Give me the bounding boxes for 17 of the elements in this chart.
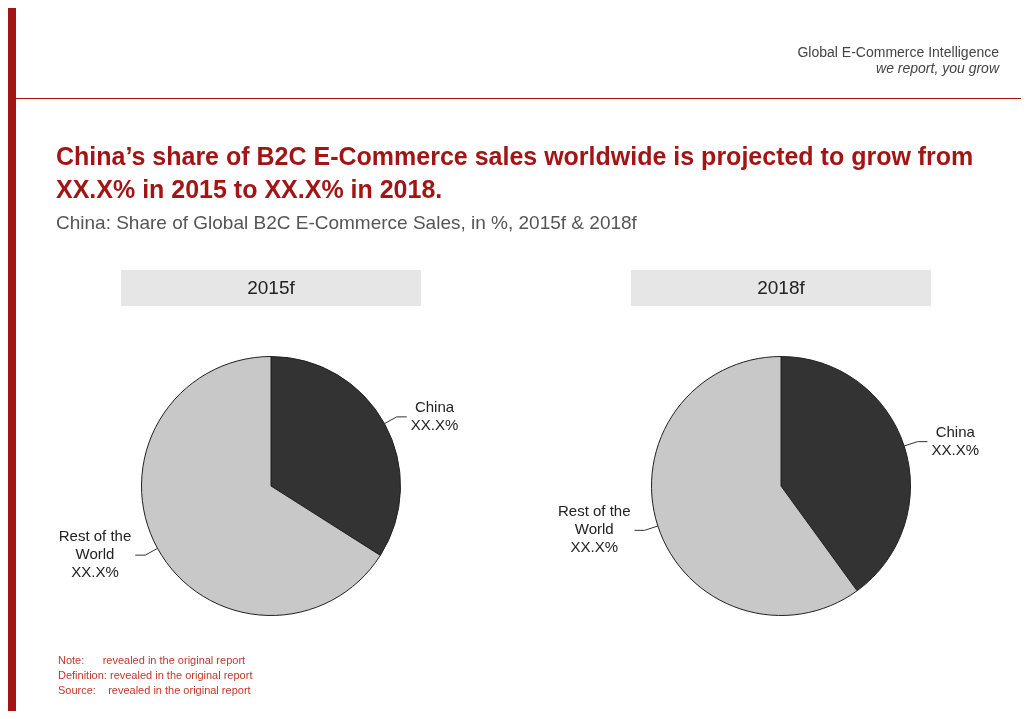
slice-label: China [935,422,976,440]
text: China: Share of Global B2C E-Commerce Sales, in %, 2015f & 2018f [56,212,638,234]
text: Note: revealed in the original report [58,653,247,668]
text: Definition: revealed in the original report [58,668,253,683]
chart-title: 2018f [631,270,931,306]
data-label: XX.X% [71,563,119,581]
slice-label: Rest of the World [58,527,132,563]
data-label: XX.X% [410,415,459,433]
text: we report, you grow [875,60,999,76]
text: China’s share of B2C E-Commerce sales worldwide is projected to grow from XX.X% in 2015 to XX.X% in 2018. [56,141,975,205]
slice-label: Rest of the World [557,502,631,538]
text: Global E-Commerce Intelligence [797,44,999,60]
source-note: Source: revealed in the original report [58,683,252,698]
slice-label: China [414,397,455,415]
data-label: XX.X% [931,440,979,458]
data-label: XX.X% [570,538,619,556]
chart-title: 2015f [121,270,421,306]
